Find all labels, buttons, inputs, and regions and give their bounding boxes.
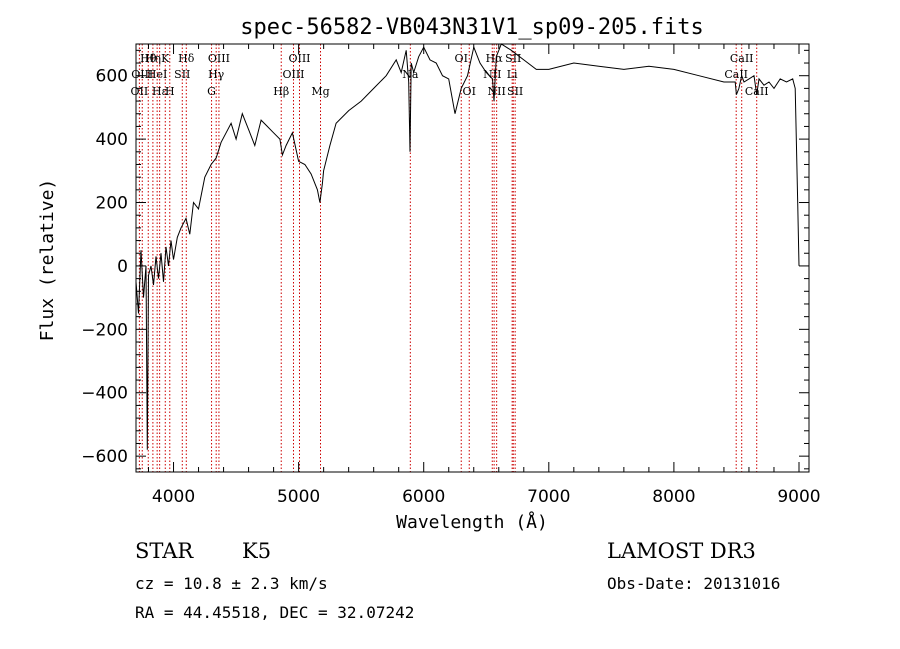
spectral-line-label: CaII [724, 68, 748, 81]
redshift-value: cz = 10.8 ± 2.3 km/s [135, 574, 328, 593]
spectral-line-label: OII [131, 85, 149, 98]
spectral-line-label: CaII [730, 52, 754, 65]
y-tick-label: 400 [96, 130, 128, 150]
x-tick-label: 7000 [527, 487, 570, 507]
spectral-line-label: OIII [288, 52, 310, 65]
spectral-line-label: Hδ [178, 52, 195, 65]
spectral-line-label: OIII [208, 52, 230, 65]
spectral-line-label: SII [174, 68, 190, 81]
spectral-line-label: Hε [152, 85, 168, 98]
axis-tick-labels: 4000 5000 6000 7000 8000 9000 −600 −400 −200 0 200… [81, 67, 820, 507]
x-tick-label: 8000 [652, 487, 695, 507]
spectral-line-label: OIII [282, 68, 304, 81]
y-tick-label: 0 [117, 257, 128, 277]
spectral-line-label: G [207, 85, 216, 98]
axis-ticks [136, 44, 809, 472]
spectral-line-label: Hα [486, 52, 504, 65]
y-tick-label: −200 [81, 320, 128, 340]
y-tick-label: −600 [81, 447, 128, 467]
y-tick-label: 200 [96, 194, 128, 214]
spectral-line-label: Li [507, 68, 518, 81]
spectral-line-markers [138, 44, 758, 472]
spectral-line-label: Hθ [140, 52, 157, 65]
x-tick-label: 5000 [277, 487, 320, 507]
spectral-line-label: HeI [147, 68, 167, 81]
spectrum-line [135, 43, 800, 450]
plot-frame [135, 43, 810, 473]
spectral-line-label: Hη [145, 52, 161, 65]
x-axis-label: Wavelength (Å) [396, 511, 548, 533]
y-tick-label: 600 [96, 67, 128, 87]
object-subclass: K5 [242, 539, 272, 563]
spectral-line-label: SII [505, 52, 521, 65]
coordinates: RA = 44.45518, DEC = 32.07242 [135, 603, 415, 622]
spectral-line-label: K [161, 52, 170, 65]
spectral-line-label: NII [487, 85, 505, 98]
observation-date: Obs-Date: 20131016 [607, 574, 781, 593]
spectral-line-label: NII [483, 68, 501, 81]
spectral-line-label: OIII [131, 68, 153, 81]
spectral-line-label: OI [455, 52, 468, 65]
x-tick-label: 4000 [152, 487, 195, 507]
chart-title: spec-56582-VB043N31V1_sp09-205.fits [240, 15, 704, 40]
spectral-line-label: H [165, 85, 175, 98]
x-tick-label: 6000 [402, 487, 445, 507]
survey-name: LAMOST DR3 [607, 539, 756, 563]
y-axis-label: Flux (relative) [37, 179, 58, 342]
spectral-line-label: Hβ [273, 85, 289, 98]
spectral-line-label: Hγ [208, 68, 225, 81]
x-tick-label: 9000 [777, 487, 820, 507]
spectral-line-label: OI [463, 85, 476, 98]
spectral-line-label: SII [507, 85, 523, 98]
spectral-line-label: Mg [311, 85, 329, 98]
object-type: STAR [135, 539, 194, 563]
y-tick-label: −400 [81, 384, 128, 404]
